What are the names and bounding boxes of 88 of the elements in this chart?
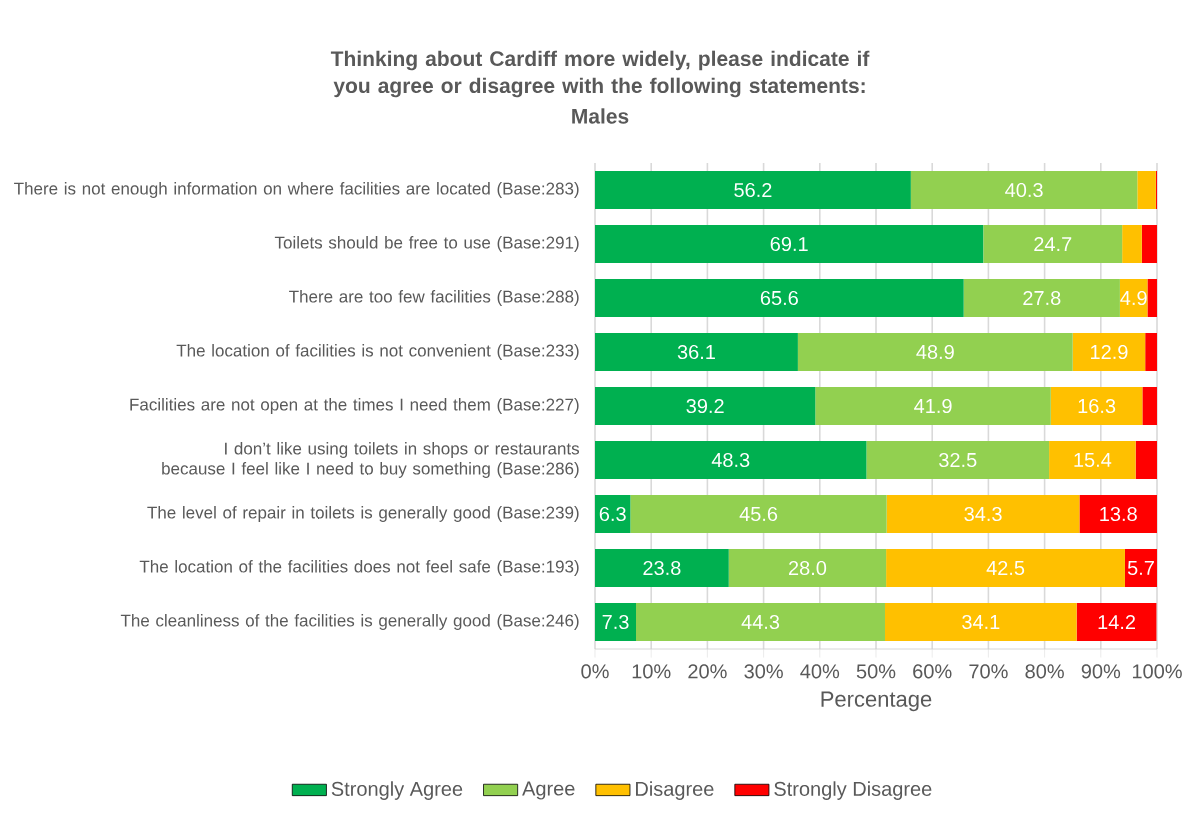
x-tick-label: 10% — [632, 664, 671, 679]
data-label: 5.7 — [1127, 561, 1154, 575]
bar — [594, 279, 964, 318]
bar — [594, 333, 798, 372]
data-label: 65.6 — [760, 290, 798, 306]
data-label: 41.9 — [914, 398, 952, 414]
data-label: 40.3 — [1005, 182, 1043, 198]
x-tick-label: 80% — [1025, 664, 1064, 679]
data-label: 16.3 — [1078, 398, 1116, 414]
bar — [1076, 603, 1157, 642]
bar — [594, 495, 631, 534]
data-label: 44.3 — [741, 614, 780, 630]
x-tick-label: 0% — [581, 664, 609, 679]
bar — [1137, 171, 1156, 210]
bar — [594, 441, 867, 480]
data-label: 48.9 — [916, 344, 954, 360]
bar — [594, 387, 816, 426]
data-label: 36.1 — [677, 344, 715, 360]
legend-label: Strongly Disagree — [774, 781, 932, 800]
y-tick-label: The location of facilities is not convenient (Base:233) — [176, 344, 579, 360]
data-label: 6.3 — [599, 506, 626, 522]
bar — [594, 549, 729, 588]
bar — [1050, 387, 1143, 426]
bar — [910, 171, 1138, 210]
data-label: 34.1 — [962, 614, 1000, 630]
bar — [886, 495, 1080, 534]
y-tick-label: There is not enough information on where facilities are located (Base:283) — [14, 182, 579, 198]
y-tick-label: I don’t like using toilets in shops or restaurants because I feel like I need to buy something (Base:286) — [162, 442, 580, 478]
data-label: 39.2 — [686, 398, 724, 414]
data-label: 23.8 — [643, 560, 681, 576]
bar — [594, 225, 984, 264]
x-tick-label: 60% — [913, 664, 952, 679]
y-tick-label: Toilets should be free to use (Base:291) — [274, 236, 579, 252]
chart-subtitle: Males — [572, 108, 629, 124]
data-label: 15.4 — [1074, 453, 1112, 467]
bar — [886, 549, 1125, 588]
data-label: 69.1 — [770, 236, 808, 252]
y-tick-label: The level of repair in toilets is generally good (Base:239) — [147, 506, 579, 522]
data-label: 27.8 — [1023, 290, 1061, 306]
bar — [1147, 279, 1157, 318]
bar — [1049, 441, 1136, 480]
bar — [815, 387, 1051, 426]
bar — [1135, 441, 1157, 480]
y-tick-label: The location of the facilities does not feel safe (Base:193) — [139, 560, 579, 576]
bar — [884, 603, 1077, 642]
data-label: 56.2 — [734, 182, 772, 198]
bar — [728, 549, 887, 588]
y-tick-label: There are too few facilities (Base:288) — [289, 290, 579, 306]
bar — [1079, 495, 1157, 534]
data-label: 14.2 — [1098, 615, 1136, 629]
data-label: 13.8 — [1100, 506, 1137, 522]
legend-label: Agree — [522, 781, 575, 800]
data-label: 28.0 — [788, 560, 827, 576]
bar — [797, 333, 1073, 372]
data-label: 32.5 — [939, 452, 977, 468]
x-tick-label: 20% — [688, 664, 727, 679]
y-tick-label: Facilities are not open at the times I need them (Base:227) — [130, 398, 579, 414]
x-tick-label: 90% — [1081, 664, 1121, 679]
chart-title: Thinking about Cardiff more widely, please indicate if you agree or disagree with the following statements: — [330, 50, 870, 98]
data-label: 12.9 — [1091, 344, 1128, 360]
bar — [1145, 333, 1157, 372]
bar — [1141, 225, 1157, 264]
x-tick-label: 40% — [800, 664, 840, 679]
data-label: 42.5 — [986, 560, 1025, 576]
x-tick-label: 50% — [856, 664, 896, 679]
data-label: 24.7 — [1034, 237, 1072, 251]
data-label: 4.9 — [1120, 290, 1147, 306]
bar — [1142, 387, 1157, 426]
x-tick-label: 70% — [969, 664, 1008, 679]
bar — [983, 225, 1123, 264]
data-label: 45.6 — [739, 506, 778, 522]
legend-label: Disagree — [636, 781, 714, 800]
bar — [636, 603, 885, 642]
legend-label: Strongly Agree — [331, 781, 463, 800]
data-label: 34.3 — [964, 506, 1002, 522]
x-tick-label: 30% — [744, 664, 783, 679]
y-tick-label: The cleanliness of the facilities is generally good (Base:246) — [120, 614, 579, 630]
x-axis-title: Percentage — [821, 691, 932, 712]
bar — [963, 279, 1120, 318]
bar — [594, 171, 911, 210]
bar — [630, 495, 887, 534]
bar — [1122, 225, 1142, 264]
bar — [866, 441, 1050, 480]
data-label: 7.3 — [602, 614, 629, 630]
bar — [594, 603, 637, 642]
bar — [1072, 333, 1146, 372]
x-tick-label: 100% — [1132, 664, 1182, 679]
data-label: 48.3 — [711, 452, 750, 468]
